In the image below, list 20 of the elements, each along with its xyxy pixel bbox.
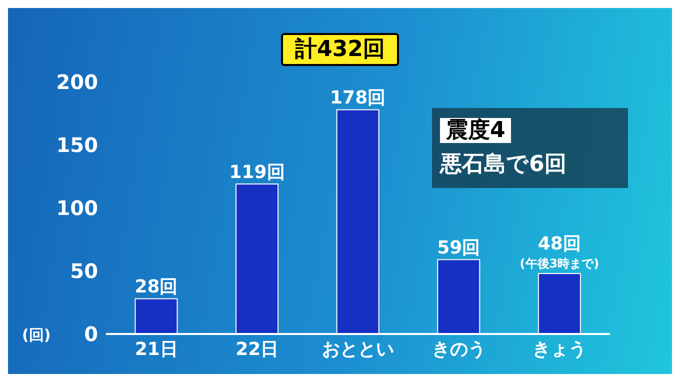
x-tick-label: 21日 (134, 338, 178, 360)
y-tick-label: 150 (56, 133, 98, 158)
annotation: (午後3時まで) (520, 256, 600, 271)
x-tick-label: おととい (322, 338, 394, 360)
annotation: 悪石島で6回 (440, 152, 566, 177)
x-tick-label: きのう (432, 338, 486, 360)
y-tick-label: 200 (56, 70, 98, 94)
annotation: 震度4 (440, 118, 512, 143)
y-tick-label: 100 (56, 196, 98, 220)
data-label: 48回 (538, 234, 581, 255)
chart-title: 計432回 (281, 33, 399, 66)
y-axis-title: (回) (22, 326, 51, 345)
x-tick-label: きょう (532, 338, 587, 360)
data-label: 178回 (330, 88, 386, 109)
data-label: 59回 (437, 238, 480, 259)
y-tick-label: 50 (70, 259, 98, 284)
y-tick-label: 0 (84, 322, 98, 346)
x-tick-label: 22日 (236, 338, 279, 360)
data-label: 28回 (134, 276, 178, 298)
data-label: 119回 (229, 162, 285, 184)
